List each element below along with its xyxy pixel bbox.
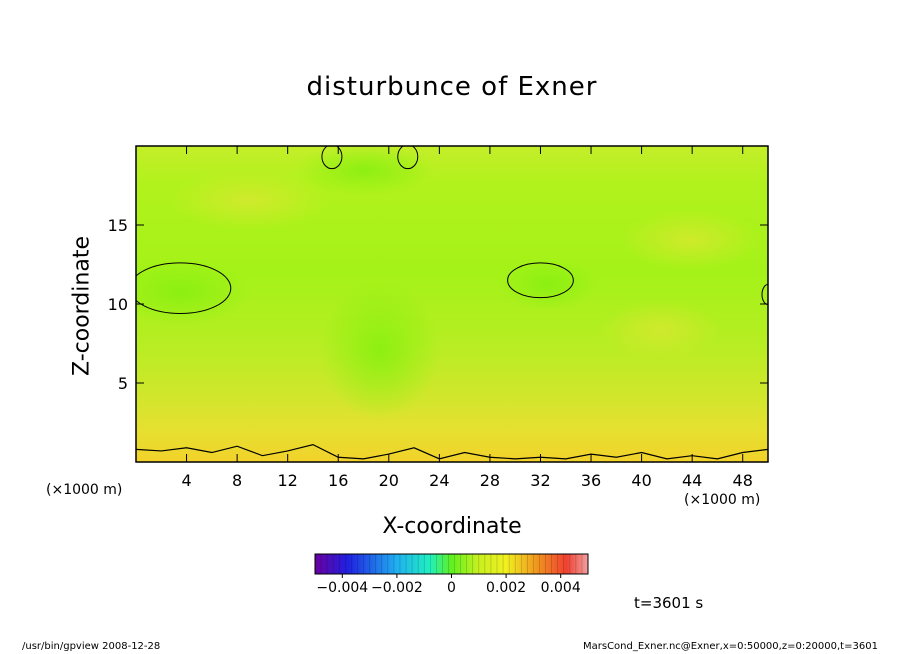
x-tick-label: 16	[328, 471, 348, 490]
y-tick-label: 15	[108, 216, 128, 235]
footer-right: MarsCond_Exner.nc@Exner,x=0:50000,z=0:20…	[583, 641, 878, 652]
x-tick-label: 8	[232, 471, 242, 490]
x-tick-label: 4	[181, 471, 191, 490]
colorbar-tick-label: 0.002	[486, 580, 526, 596]
x-unit-right: (×1000 m)	[684, 492, 761, 508]
field-blob	[295, 146, 435, 196]
colorbar-ticks: −0.004 −0.002 0 0.002 0.004	[316, 574, 581, 596]
field-blob	[600, 300, 720, 360]
colorbar-tick-label: −0.004	[316, 580, 368, 596]
x-tick-label: 12	[278, 471, 298, 490]
contour-line	[136, 443, 768, 460]
x-axis: 4 8 12 16 20 24 28 32 36 40 44 48	[181, 146, 753, 490]
chart-title: disturbunce of Exner	[306, 72, 598, 102]
contour-line	[761, 284, 768, 306]
field-layer	[136, 146, 768, 462]
x-tick-label: 44	[682, 471, 702, 490]
colorbar-gradient	[315, 554, 588, 574]
x-unit-left: (×1000 m)	[46, 482, 123, 498]
colorbar-tick-label: 0.004	[541, 580, 581, 596]
x-tick-label: 24	[429, 471, 449, 490]
colorbar: −0.004 −0.002 0 0.002 0.004	[314, 553, 589, 596]
x-tick-label: 36	[581, 471, 601, 490]
colorbar-stripes	[320, 554, 583, 574]
colorbar-tick-label: 0	[447, 580, 456, 596]
contour-line	[507, 262, 574, 299]
contour-line	[321, 146, 343, 170]
contour-line	[397, 146, 419, 170]
y-axis: 5 10 15	[108, 216, 768, 393]
field-blob	[498, 258, 598, 310]
field-blob	[136, 258, 250, 326]
field-blob	[620, 210, 760, 270]
x-tick-label: 48	[733, 471, 753, 490]
x-tick-label: 40	[631, 471, 651, 490]
contour-line	[136, 262, 232, 314]
y-tick-label: 10	[108, 295, 128, 314]
time-annotation: t=3601 s	[634, 594, 704, 612]
x-tick-label: 20	[379, 471, 399, 490]
x-tick-label: 32	[530, 471, 550, 490]
y-tick-label: 5	[118, 374, 128, 393]
footer-left: /usr/bin/gpview 2008-12-28	[22, 641, 161, 652]
colorbar-tick-label: −0.002	[371, 580, 423, 596]
field-blob	[320, 280, 440, 420]
contour-layer	[136, 146, 768, 460]
x-tick-label: 28	[480, 471, 500, 490]
field-blob	[170, 170, 330, 230]
x-axis-label: X-coordinate	[382, 514, 522, 539]
